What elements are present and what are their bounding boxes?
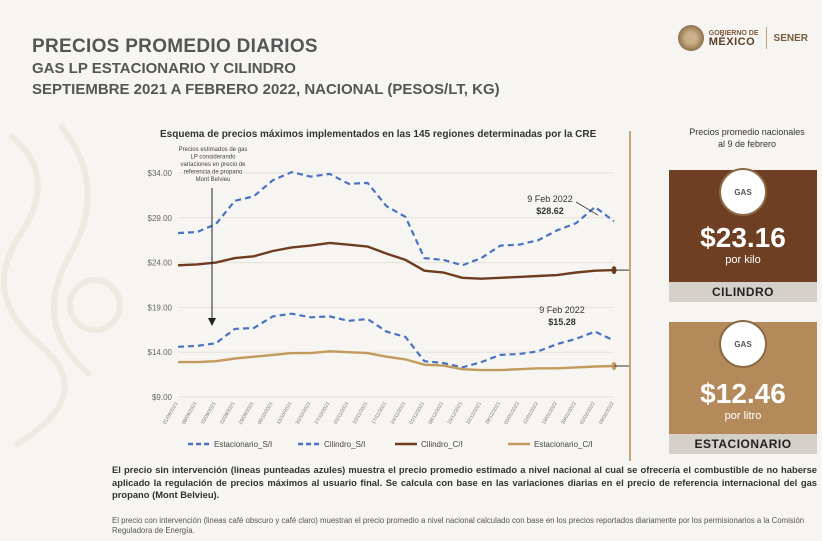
x-tick-label: 12/01/2022 (522, 401, 540, 426)
y-tick-label: $14.00 (148, 348, 173, 357)
gas-tank-icon: GAS (719, 320, 767, 368)
gob-line1: GOBIERNO DE (708, 30, 759, 37)
logo-divider (765, 27, 767, 49)
estacionario-unit: por litro (724, 410, 762, 422)
series-line-cilindro-s-i (177, 170, 615, 267)
footer-text-1: El precio sin intervención (lineas punte… (112, 464, 817, 500)
estacionario-label: ESTACIONARIO (669, 434, 817, 454)
note-text: referencia de propano (184, 170, 243, 176)
x-tick-label: 24/11/2021 (390, 401, 408, 426)
x-tick-label: 10/11/2021 (352, 401, 370, 426)
x-tick-label: 22/09/2021 (219, 401, 237, 426)
chart-title: Esquema de precios máximos implementados… (160, 129, 597, 140)
legend-label: Cilindro_S/I (324, 440, 365, 449)
x-tick-label: 01/12/2021 (408, 401, 426, 426)
page-subtitle: GAS LP ESTACIONARIO Y CILINDRO (32, 60, 296, 77)
x-tick-label: 03/11/2021 (333, 401, 351, 426)
annotation-pointer (575, 201, 599, 216)
footer-text-2: El precio con intervención (lineas café … (112, 516, 805, 535)
sener-logo: SENER (773, 32, 808, 44)
page-title: PRECIOS PROMEDIO DIARIOS (32, 36, 318, 57)
x-tick-label: 17/11/2021 (371, 401, 389, 426)
y-tick-label: $9.00 (152, 393, 173, 402)
side-panel-label: Precios promedio nacionales al 9 de febr… (672, 126, 822, 150)
x-tick-label: 29/12/2021 (484, 401, 502, 426)
series-line-estacionario-s-i (177, 312, 615, 369)
side-label-line1: Precios promedio nacionales (689, 127, 805, 137)
page-period: SEPTIEMBRE 2021 A FEBRERO 2022, NACIONAL… (32, 81, 500, 98)
legend-label: Estacionario_C/I (534, 440, 593, 449)
annotation-value: $28.62 (536, 206, 564, 216)
series-line-estacionario-c-i (178, 350, 615, 372)
y-tick-label: $24.00 (148, 259, 173, 268)
note-text: variaciones en precio de (180, 162, 246, 168)
x-tick-label: 19/01/2022 (541, 401, 559, 426)
gobierno-logo: GOBIERNO DE MÉXICO (708, 29, 759, 48)
line-chart: $34.00 $29.00 $24.00 $19.00 $14.00 $9.00 01/0… (148, 147, 630, 449)
y-tick-label: $34.00 (148, 169, 173, 178)
divider-line (629, 131, 631, 461)
x-tick-label: 29/09/2021 (238, 401, 256, 426)
x-tick-label: 05/01/2022 (503, 401, 521, 426)
note-text: Precios estimados de gas (179, 147, 248, 153)
gas-cylinder-icon: GAS (719, 168, 767, 216)
side-label-line2: al 9 de febrero (717, 139, 777, 149)
cilindro-card: GAS $23.16 por kilo CILINDRO (669, 168, 817, 302)
estacionario-price: $12.46 (700, 378, 786, 409)
cilindro-price: $23.16 (700, 222, 786, 253)
background-pattern (1, 123, 123, 448)
x-tick-label: 15/12/2021 (446, 401, 464, 426)
y-tick-label: $29.00 (148, 214, 173, 223)
logos: GOBIERNO DE MÉXICO SENER (677, 25, 808, 51)
header: PRECIOS PROMEDIO DIARIOS GAS LP ESTACION… (32, 36, 500, 100)
x-tick-label: 20/10/2021 (295, 401, 313, 426)
annotation-date: 9 Feb 2022 (527, 194, 573, 204)
legend-label: Cilindro_C/I (421, 440, 463, 449)
x-tick-label: 06/10/2021 (257, 401, 275, 426)
cilindro-connector (614, 269, 630, 271)
x-tick-label: 09/02/2022 (598, 401, 616, 426)
x-tick-label: 08/09/2021 (181, 401, 199, 426)
x-tick-label: 15/09/2021 (200, 401, 218, 426)
estacionario-card: GAS $12.46 por litro ESTACIONARIO (669, 320, 817, 454)
gob-line2: MÉXICO (708, 36, 756, 48)
note-text: Mont Belvieu (196, 177, 231, 183)
x-tick-label: 22/12/2021 (465, 401, 483, 426)
x-tick-label: 13/10/2021 (276, 401, 294, 426)
cilindro-unit: por kilo (725, 254, 761, 266)
legend-label: Estacionario_S/I (214, 440, 272, 449)
series-line-cilindro-c-i (177, 241, 615, 280)
arrow-head-icon (208, 318, 216, 326)
annotation-value: $15.28 (548, 317, 576, 327)
note-text: LP considerando (191, 155, 237, 161)
cilindro-label: CILINDRO (669, 282, 817, 302)
y-tick-label: $19.00 (148, 303, 173, 312)
x-tick-label: 08/12/2021 (427, 401, 445, 426)
x-tick-label: 01/09/2021 (162, 401, 180, 426)
annotation-date: 9 Feb 2022 (539, 305, 585, 315)
x-tick-label: 26/01/2022 (560, 401, 578, 426)
x-tick-label: 27/10/2021 (314, 401, 332, 426)
x-tick-label: 02/02/2022 (579, 401, 597, 426)
mexico-seal-icon (677, 25, 704, 51)
